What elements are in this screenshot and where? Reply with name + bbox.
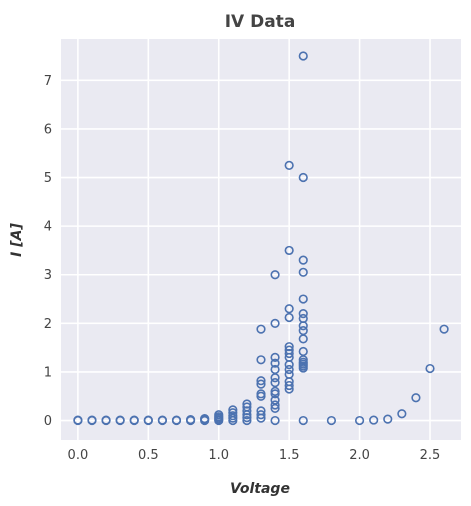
x-tick-label: 1.0 (208, 448, 229, 463)
data-point (270, 378, 280, 388)
data-point (157, 415, 168, 425)
data-point (256, 406, 266, 416)
data-point (326, 415, 337, 426)
data-point (270, 364, 280, 375)
data-point (171, 415, 182, 425)
y-axis-label: I [A] (9, 223, 25, 257)
data-point (298, 267, 308, 277)
plot-area (61, 39, 461, 440)
data-point (214, 410, 224, 420)
data-point (284, 245, 294, 256)
data-point (270, 400, 280, 410)
data-point (256, 379, 266, 389)
data-point (228, 411, 238, 421)
data-points (73, 51, 449, 426)
data-point (298, 255, 308, 265)
data-point (298, 313, 308, 324)
data-point (270, 395, 280, 405)
data-point (284, 364, 294, 375)
data-point (270, 270, 280, 280)
data-point (298, 309, 308, 319)
y-tick-label: 6 (44, 122, 52, 137)
data-point (143, 415, 153, 425)
data-point (284, 304, 294, 314)
y-tick-label: 7 (44, 74, 52, 89)
data-point (397, 409, 407, 419)
x-tick-label: 1.5 (279, 448, 300, 463)
data-point (228, 408, 238, 418)
data-point (284, 312, 294, 323)
data-point (270, 386, 280, 396)
chart-title: IV Data (225, 12, 296, 32)
y-tick-label: 4 (44, 220, 52, 235)
data-point (228, 405, 238, 415)
x-tick-label: 0.5 (138, 448, 159, 463)
data-point (369, 415, 379, 425)
data-point (256, 355, 266, 365)
data-point (270, 358, 280, 368)
grid (61, 39, 461, 440)
data-point (73, 415, 83, 425)
data-point (298, 172, 308, 183)
y-tick-label: 3 (44, 268, 52, 283)
data-point (242, 399, 252, 409)
x-tick-label: 2.5 (420, 448, 441, 463)
y-tick-label: 5 (44, 171, 52, 186)
data-point (87, 415, 97, 425)
data-point (298, 415, 308, 426)
data-point (185, 414, 196, 425)
data-point (256, 389, 266, 399)
data-point (298, 346, 308, 357)
y-tick-label: 2 (44, 317, 52, 332)
data-point (298, 294, 308, 304)
data-point (242, 415, 252, 426)
x-tick-label: 2.0 (349, 448, 370, 463)
data-point (284, 345, 294, 355)
data-point (256, 410, 266, 420)
data-point (256, 324, 266, 334)
data-point (270, 318, 280, 328)
x-axis-label: Voltage (230, 481, 290, 497)
data-point (129, 415, 139, 425)
data-point (298, 51, 308, 61)
data-point (425, 363, 435, 374)
data-point (242, 402, 252, 412)
data-point (411, 393, 421, 403)
data-point (115, 415, 125, 425)
data-point (270, 415, 280, 426)
tick-labels: 0.0 0.5 1.0 1.5 2.0 2.5 0 1 2 3 4 5 6 7 (44, 74, 441, 463)
y-tick-label: 1 (44, 365, 52, 380)
data-point (256, 376, 266, 386)
data-point (354, 415, 365, 426)
data-point (101, 415, 111, 425)
data-point (284, 160, 294, 170)
data-point (284, 380, 294, 391)
data-point (439, 324, 449, 334)
data-point (383, 414, 393, 424)
data-point (284, 342, 294, 352)
data-point (270, 352, 280, 362)
data-point (200, 414, 210, 424)
data-point (284, 369, 294, 379)
y-tick-label: 0 (44, 414, 52, 429)
data-point (298, 326, 308, 336)
x-tick-label: 0.0 (68, 448, 89, 463)
